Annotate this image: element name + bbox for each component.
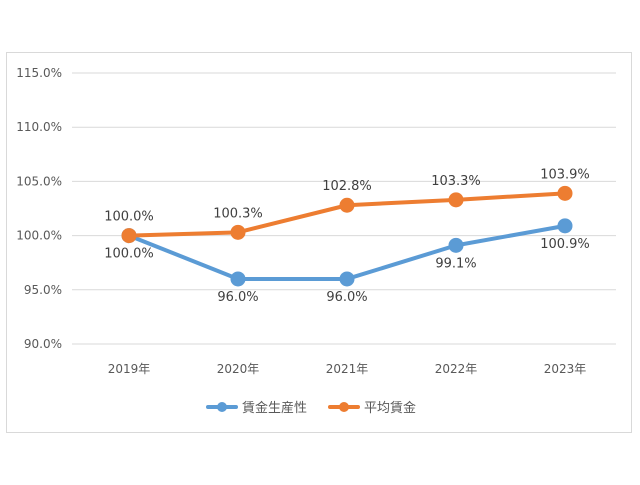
chart-frame	[6, 52, 632, 433]
series-markers	[121, 185, 573, 287]
series-2-data-label: 100.0%	[104, 210, 154, 225]
series-2-data-label: 103.9%	[540, 167, 590, 182]
series-2-data-label: 103.3%	[431, 174, 481, 189]
series-2-marker	[121, 228, 137, 244]
y-axis-tick-labels: 90.0% 95.0% 100.0% 105.0% 110.0% 115.0%	[16, 66, 62, 351]
x-tick-label: 2022年	[435, 362, 478, 376]
y-tick-label: 95.0%	[24, 283, 62, 297]
x-axis-tick-labels: 2019年 2020年 2021年 2022年 2023年	[108, 362, 587, 376]
series-2-data-label: 102.8%	[322, 179, 372, 194]
series-2-marker	[557, 185, 573, 201]
series-1-marker	[339, 271, 355, 287]
series-1-marker	[448, 237, 464, 253]
series-1-marker	[230, 271, 246, 287]
series-2-marker	[448, 192, 464, 208]
y-tick-label: 100.0%	[16, 229, 62, 243]
y-tick-label: 105.0%	[16, 174, 62, 188]
x-tick-label: 2023年	[544, 362, 587, 376]
series-1-data-label: 96.0%	[217, 290, 258, 305]
legend: 賃金生産性 平均賃金	[206, 400, 416, 416]
legend-marker-1	[217, 402, 227, 412]
y-tick-label: 110.0%	[16, 120, 62, 134]
legend-label-1: 賃金生産性	[242, 400, 307, 416]
series-1-data-label: 100.9%	[540, 237, 590, 252]
data-labels: 100.0% 96.0% 96.0% 99.1% 100.9% 100.0% 100.3% 1…	[104, 167, 590, 305]
y-tick-label: 90.0%	[24, 337, 62, 351]
series-1-data-label: 99.1%	[435, 256, 476, 271]
legend-marker-2	[339, 402, 349, 412]
series-2-data-label: 100.3%	[213, 206, 263, 221]
legend-label-2: 平均賃金	[364, 400, 416, 416]
x-tick-label: 2020年	[217, 362, 260, 376]
series-1-data-label: 100.0%	[104, 247, 154, 262]
series-1-marker	[557, 218, 573, 234]
series-2-marker	[230, 224, 246, 240]
y-tick-label: 115.0%	[16, 66, 62, 80]
x-tick-label: 2019年	[108, 362, 151, 376]
series-2-marker	[339, 197, 355, 213]
x-tick-label: 2021年	[326, 362, 369, 376]
series-1-data-label: 96.0%	[326, 290, 367, 305]
